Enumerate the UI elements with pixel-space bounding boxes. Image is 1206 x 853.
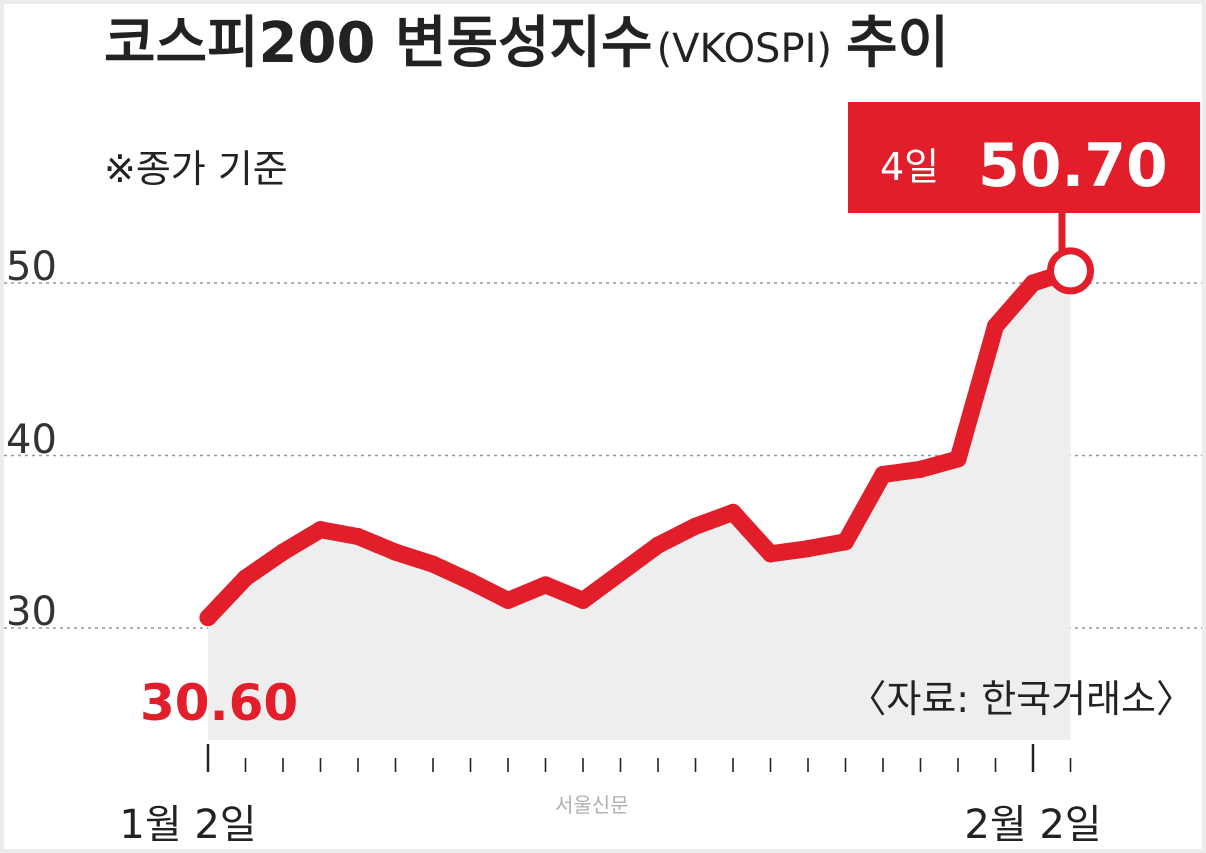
area-fill — [208, 270, 1071, 740]
data-point — [237, 569, 254, 587]
data-point — [912, 460, 929, 478]
x-tick-label-feb2: 2월 2일 — [964, 802, 1101, 848]
data-point — [387, 543, 404, 561]
callout-day-label: 4일 — [880, 145, 939, 189]
data-point — [649, 536, 667, 554]
data-point — [837, 533, 854, 551]
series-segment — [987, 274, 1042, 335]
y-tick-label-30: 30 — [6, 589, 57, 635]
y-tick-label-50: 50 — [6, 244, 57, 290]
series-segment — [949, 317, 1004, 468]
data-point — [724, 503, 742, 521]
data-point — [199, 609, 217, 627]
chart-title-suffix: (VKOSPI) — [657, 26, 832, 72]
data-point — [874, 465, 892, 483]
y-tick-label-40: 40 — [6, 417, 57, 463]
callout-value-label: 50.70 — [978, 131, 1168, 201]
data-point — [1024, 274, 1042, 292]
x-axis — [206, 744, 1072, 772]
data-point — [799, 540, 817, 558]
data-point — [612, 564, 629, 582]
data-point — [312, 521, 329, 539]
data-point — [274, 543, 292, 561]
chart-subtitle: ※종가 기준 — [104, 147, 288, 191]
series-area — [208, 270, 1071, 740]
series-segment — [199, 569, 254, 627]
data-point — [499, 591, 517, 609]
x-tick-label-jan2: 1월 2일 — [119, 802, 256, 848]
watermark-text: 서울신문 — [555, 793, 629, 817]
end-value-callout: 4일 50.70 — [848, 102, 1200, 258]
series-segment — [837, 465, 892, 551]
data-point — [949, 450, 967, 468]
data-point — [762, 545, 779, 563]
data-point — [987, 317, 1004, 335]
chart-title-main: 코스피200 변동성지수 — [104, 11, 653, 76]
data-point — [424, 555, 442, 573]
data-point — [687, 517, 704, 535]
chart-title: 코스피200 변동성지수 (VKOSPI) 추이 — [104, 11, 949, 76]
data-point — [574, 591, 592, 609]
callout-box — [848, 102, 1200, 213]
series-segment — [724, 503, 779, 563]
data-point — [462, 572, 479, 590]
end-point-marker-group — [1047, 247, 1094, 295]
start-value-label: 30.60 — [140, 674, 298, 732]
data-point — [537, 576, 554, 594]
chart-title-end: 추이 — [846, 11, 949, 76]
data-point — [349, 528, 367, 546]
source-label: 〈자료: 한국거래소〉 — [848, 677, 1194, 721]
end-point-marker — [1047, 247, 1094, 295]
